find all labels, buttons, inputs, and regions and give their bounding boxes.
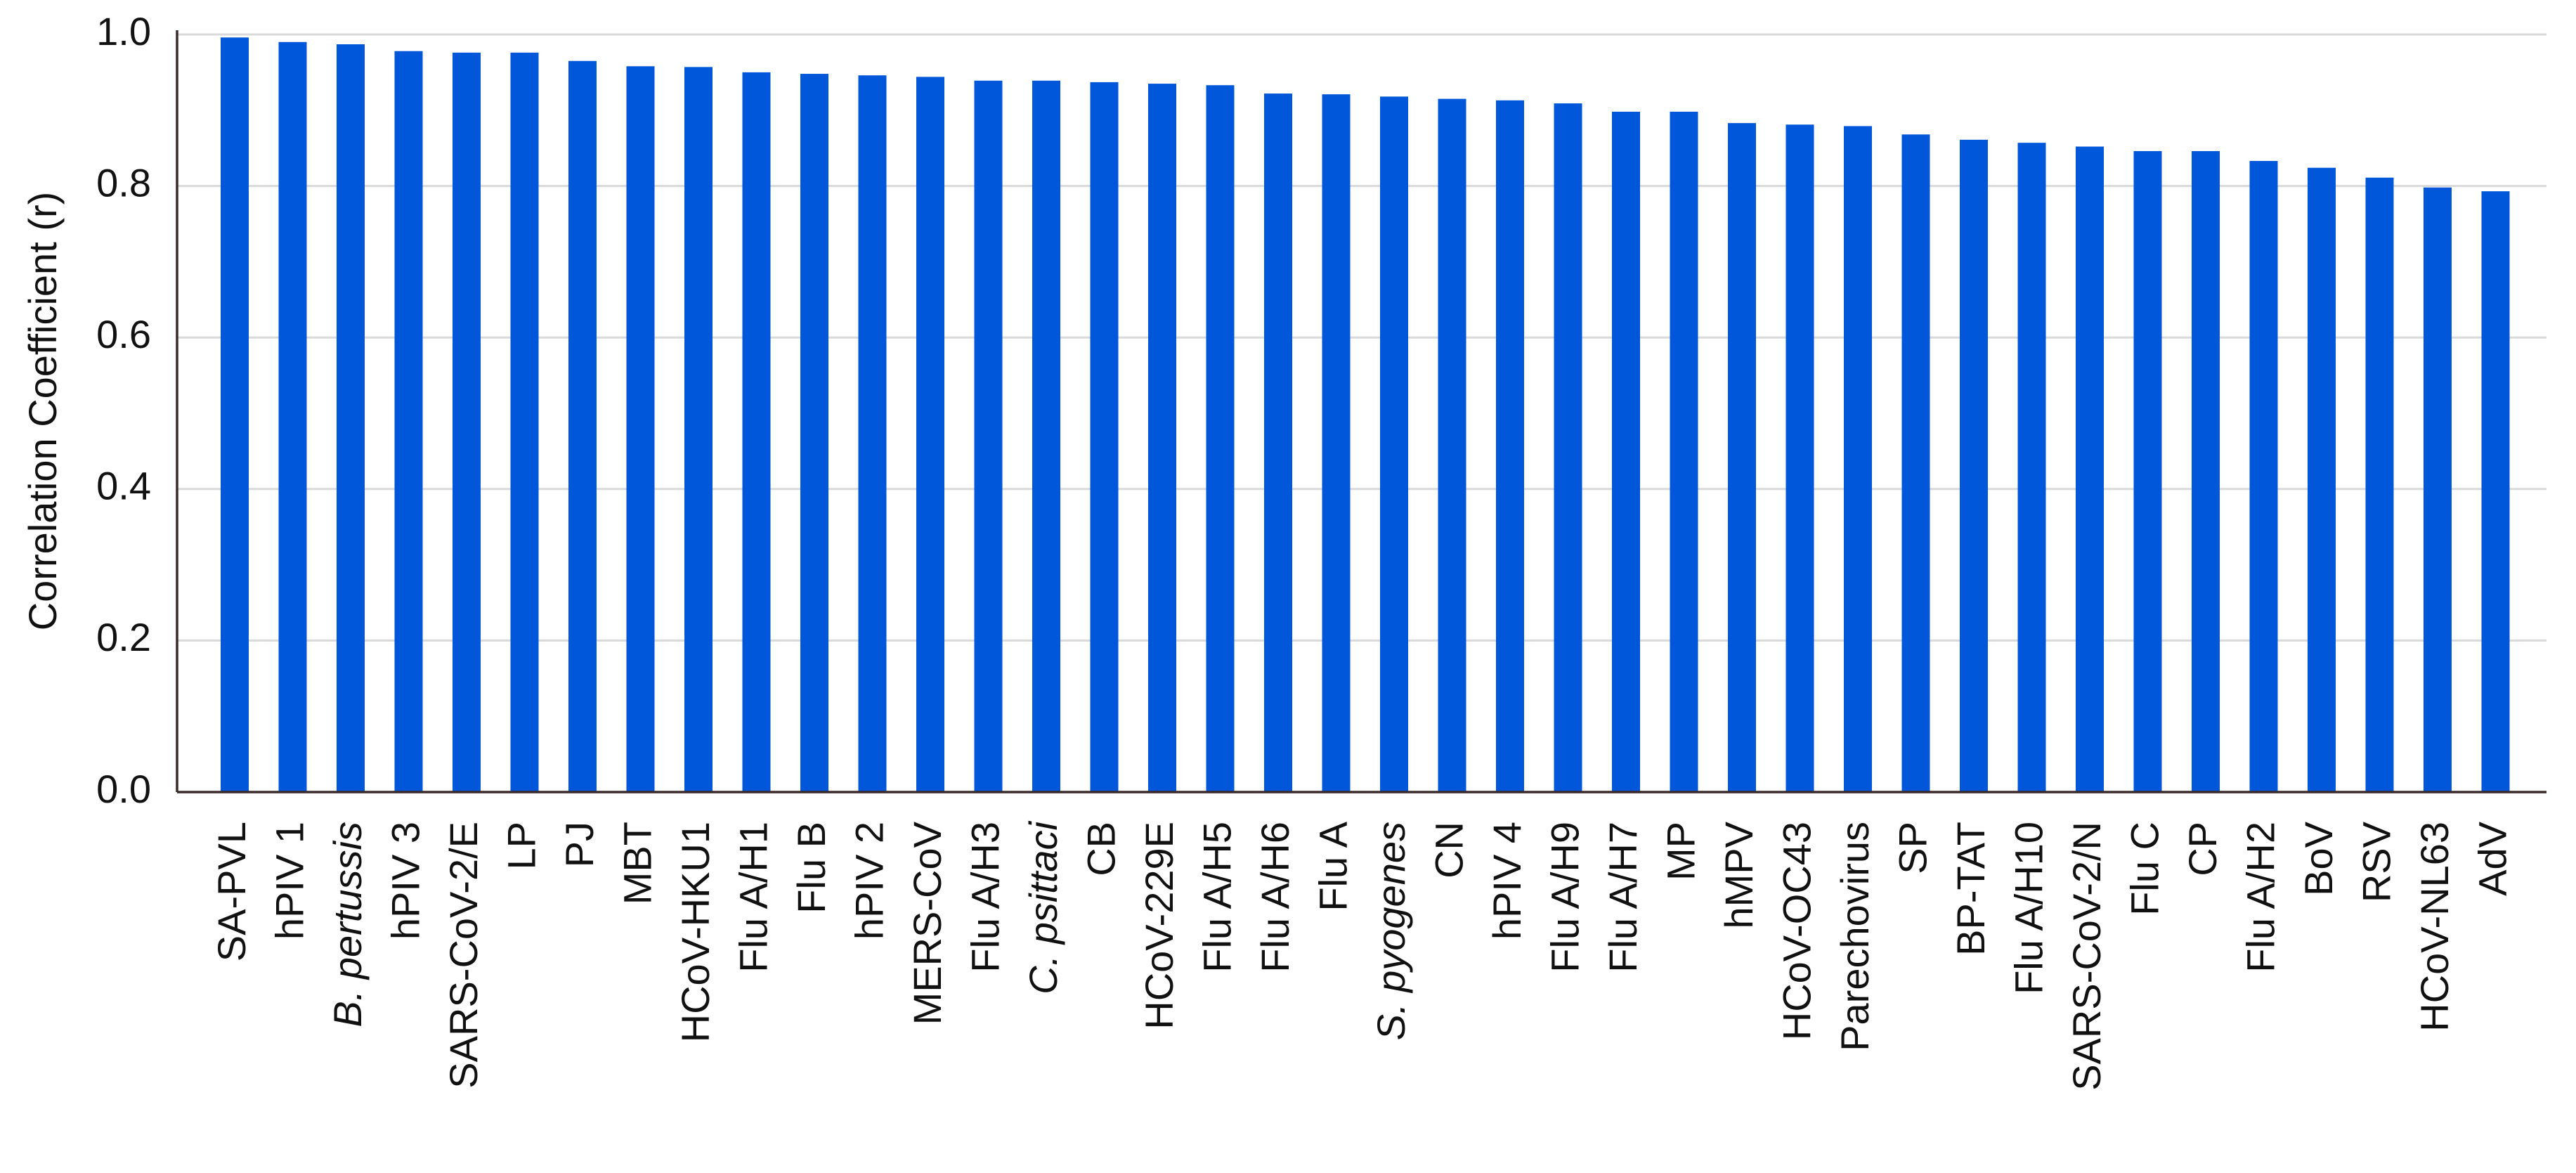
x-tick-label: LP [499, 822, 543, 870]
bar [1380, 96, 1408, 792]
bar [1901, 134, 1930, 792]
bar [2308, 167, 2336, 792]
bar [626, 66, 655, 792]
x-tick-label: Flu A [1310, 821, 1355, 911]
bar [2017, 143, 2046, 793]
bar [1438, 98, 1466, 792]
bar [1844, 126, 1872, 793]
bar [568, 60, 597, 793]
bar [453, 52, 481, 793]
x-tick-label: C. psittaci [1021, 820, 1065, 994]
bar [800, 74, 828, 792]
bar [742, 72, 771, 792]
bar [2249, 161, 2278, 792]
x-tick-label: HCoV-HKU1 [673, 822, 717, 1042]
x-tick-label: hMPV [1717, 821, 1761, 928]
bar [2365, 177, 2394, 792]
bar [1670, 111, 1698, 792]
y-tick-label: 0.8 [96, 160, 151, 205]
x-tick-label: BP-TAT [1949, 822, 1993, 956]
y-tick-label: 0.6 [96, 312, 151, 356]
x-tick-label: MP [1658, 822, 1703, 881]
bar [1322, 94, 1351, 793]
bar [858, 75, 887, 793]
bar [1960, 139, 1988, 793]
x-tick-label: B. pertussis [325, 822, 370, 1028]
bar [1554, 103, 1582, 792]
x-tick-label: Parechovirus [1833, 822, 1877, 1051]
x-tick-label: SA-PVL [209, 822, 254, 961]
bar [2076, 146, 2104, 792]
bar [1264, 93, 1292, 793]
x-tick-label: Flu A/H5 [1195, 822, 1239, 973]
x-tick-label: HCoV-NL63 [2412, 822, 2457, 1032]
bar [2424, 187, 2452, 793]
bar [2481, 191, 2510, 792]
x-tick-label: hPIV 3 [383, 822, 427, 940]
x-tick-label: BoV [2296, 821, 2341, 895]
bar [1032, 80, 1060, 793]
x-tick-label: Flu A/H3 [963, 822, 1007, 973]
x-tick-label: HCoV-OC43 [1774, 822, 1819, 1040]
bar [1496, 100, 1524, 792]
x-tick-label: hPIV 4 [1485, 822, 1529, 940]
x-tick-label: Flu A/H7 [1601, 822, 1645, 973]
x-tick-label: S. pyogenes [1369, 822, 1413, 1040]
x-tick-label: Flu A/H1 [731, 822, 775, 973]
y-tick-label: 1.0 [96, 9, 151, 53]
bar [278, 41, 307, 792]
x-tick-label: SP [1890, 822, 1934, 874]
bar [510, 52, 539, 793]
bar [916, 77, 944, 793]
bar [1090, 82, 1119, 792]
y-tick-label: 0.0 [96, 767, 151, 811]
x-tick-label: hPIV 2 [847, 822, 891, 940]
bar [2192, 151, 2220, 793]
y-axis-title: Correlation Coefficient (r) [20, 192, 65, 631]
x-tick-label: Flu C [2122, 822, 2166, 916]
x-tick-label: AdV [2470, 821, 2514, 895]
y-tick-label: 0.2 [96, 615, 151, 659]
x-tick-label: MERS-CoV [905, 821, 949, 1025]
x-tick-label: Flu A/H6 [1253, 822, 1297, 973]
x-tick-label: SARS-CoV-2/E [441, 822, 486, 1089]
bar [2133, 151, 2162, 793]
bar [974, 80, 1003, 793]
x-tick-label: CB [1079, 822, 1123, 876]
x-tick-label: SARS-CoV-2/N [2064, 822, 2109, 1091]
x-tick-label: PJ [557, 822, 601, 867]
x-tick-label: Flu A/H10 [2006, 822, 2050, 994]
bar [1728, 123, 1756, 793]
x-tick-label: CN [1426, 822, 1471, 879]
x-tick-label: Flu A/H9 [1542, 822, 1587, 973]
bar [221, 37, 249, 792]
x-tick-label: RSV [2354, 821, 2398, 902]
bar [394, 51, 423, 792]
bar [1612, 111, 1640, 792]
x-tick-label: MBT [615, 822, 659, 905]
x-tick-label: HCoV-229E [1137, 822, 1181, 1030]
bar [1785, 124, 1814, 793]
bar [1206, 85, 1235, 792]
bar [337, 44, 365, 792]
x-tick-label: CP [2180, 822, 2225, 876]
x-tick-label: Flu A/H2 [2238, 822, 2282, 973]
bar [684, 67, 713, 792]
bar [1148, 84, 1176, 792]
x-tick-label: Flu B [789, 822, 833, 914]
y-tick-label: 0.4 [96, 464, 151, 508]
x-tick-label: hPIV 1 [267, 822, 311, 940]
